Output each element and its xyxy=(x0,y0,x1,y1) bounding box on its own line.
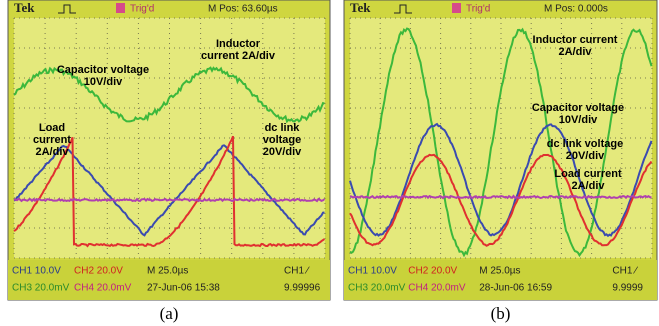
annotation-line: dc link voltage xyxy=(547,138,623,150)
caption: (b) xyxy=(491,304,511,323)
status-readout: CH4 20.0mV xyxy=(408,283,466,294)
annotation-line: 2A/div xyxy=(35,146,69,158)
annotation-line: Load xyxy=(39,122,65,134)
status-readout: 27-Jun-06 15:38 xyxy=(147,283,220,294)
annotation-line: 2A/div xyxy=(558,46,592,58)
status-readout: CH4 20.0mV xyxy=(74,283,132,294)
annotation-line: 20V/div xyxy=(566,150,605,162)
status-readout: CH1 ∕ xyxy=(284,266,310,277)
trigger-status: Trig'd xyxy=(130,4,154,15)
annotation-line: voltage xyxy=(263,134,302,146)
status-readout: CH2 20.0V xyxy=(74,266,123,277)
status-readout: CH1 10.0V xyxy=(12,266,61,277)
annotation-line: Load current xyxy=(554,168,622,180)
status-readout: CH3 20.0mV xyxy=(348,283,406,294)
status-readout: 9.99996 xyxy=(284,283,321,294)
status-readout: M 25.0µs xyxy=(147,266,188,277)
annotation-line: Inductor current xyxy=(533,34,618,46)
trigger-box xyxy=(452,3,461,13)
status-readout: CH1 10.0V xyxy=(348,266,397,277)
annotation-line: 2A/div xyxy=(571,180,605,192)
brand: Tek xyxy=(14,0,35,15)
trigger-status: Trig'd xyxy=(466,4,490,15)
status-readout: CH3 20.0mV xyxy=(12,283,70,294)
annotation-line: Capacitor voltage xyxy=(57,64,149,76)
status-readout: CH2 20.0V xyxy=(408,266,457,277)
horizontal-position: M Pos: 63.60µs xyxy=(208,4,278,15)
annotation-line: current xyxy=(33,134,71,146)
annotation-line: current 2A/div xyxy=(201,50,276,62)
trigger-box xyxy=(116,3,125,13)
figure: Tek Trig'd M Pos: 63.60µs Capacitor voltage… xyxy=(0,0,659,326)
annotation-line: dc link xyxy=(265,122,301,134)
annotation-line: Capacitor voltage xyxy=(532,102,624,114)
brand: Tek xyxy=(350,0,371,15)
annotation-line: 20V/div xyxy=(263,146,302,158)
horizontal-position: M Pos: 0.000s xyxy=(544,4,608,15)
status-readout: CH1 ∕ xyxy=(612,266,638,277)
status-readout: 28-Jun-06 16:59 xyxy=(479,283,552,294)
status-readout: 9.9999 xyxy=(612,283,643,294)
status-readout: M 25.0µs xyxy=(479,266,520,277)
annotation-line: Inductor xyxy=(216,38,261,50)
annotation-line: 10V/div xyxy=(559,114,598,126)
caption: (a) xyxy=(160,304,179,323)
annotation-line: 10V/div xyxy=(84,76,123,88)
